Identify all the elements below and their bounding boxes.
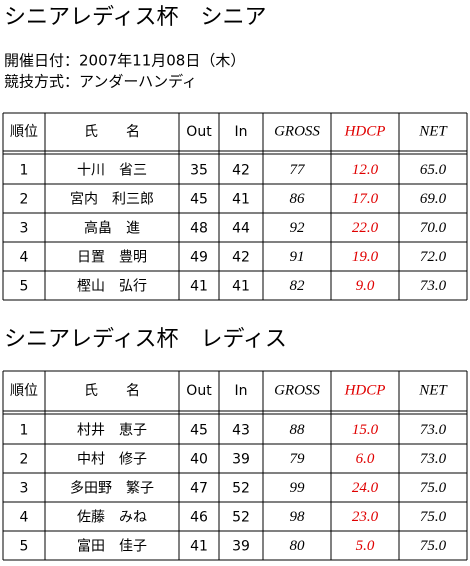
table-cell: 1 <box>20 423 29 439</box>
table-cell: 43 <box>232 423 250 439</box>
table-cell: 17.0 <box>352 191 379 207</box>
table-cell: 46 <box>190 510 208 526</box>
table-cell: 5 <box>20 539 29 555</box>
table-cell: 19.0 <box>352 249 379 265</box>
table-cell: 73.0 <box>420 451 447 467</box>
column-header: 氏 名 <box>84 124 140 140</box>
column-header: NET <box>418 382 448 398</box>
table-cell: 22.0 <box>352 220 379 236</box>
table-cell: 佐藤 みね <box>77 510 147 526</box>
column-header: NET <box>418 123 448 139</box>
table-cell: 80 <box>290 538 306 554</box>
table-cell: 77 <box>290 162 307 178</box>
table-cell: 69.0 <box>420 191 447 207</box>
table-cell: 91 <box>290 249 305 265</box>
table-cell: 村井 恵子 <box>77 423 147 439</box>
table-cell: 73.0 <box>420 422 447 438</box>
table-cell: 41 <box>232 279 250 295</box>
info-line: 競技方式：アンダーハンディ <box>4 73 197 91</box>
table-cell: 富田 佳子 <box>77 538 147 555</box>
column-header: 順位 <box>10 383 38 399</box>
table-cell: 高畠 進 <box>84 220 140 237</box>
table-cell: 41 <box>232 192 250 208</box>
table-cell: 23.0 <box>352 509 379 525</box>
table-cell: 2 <box>20 452 29 468</box>
table-cell: 宮内 利三郎 <box>70 192 154 208</box>
table-cell: 4 <box>20 250 29 266</box>
table-cell: 52 <box>232 481 250 497</box>
table-cell: 45 <box>190 423 208 439</box>
table-cell: 47 <box>190 481 208 497</box>
column-header: In <box>234 124 247 140</box>
table-cell: 86 <box>290 191 306 207</box>
table-cell: 9.0 <box>356 278 375 294</box>
table-cell: 15.0 <box>352 422 379 438</box>
table-cell: 日置 豊明 <box>77 250 147 266</box>
table-cell: 75.0 <box>420 538 447 554</box>
table-cell: 中村 修子 <box>77 452 147 468</box>
column-header: HDCP <box>344 123 386 139</box>
section-title: シニアレディス杯 レディス <box>4 327 287 352</box>
table-cell: 92 <box>290 220 306 236</box>
table-cell: 72.0 <box>420 249 447 265</box>
table-cell: 3 <box>20 481 29 497</box>
column-header: Out <box>186 124 212 140</box>
table-cell: 45 <box>190 192 208 208</box>
table-cell: 5.0 <box>356 538 375 554</box>
table-cell: 75.0 <box>420 509 447 525</box>
table-cell: 98 <box>290 509 306 525</box>
table-cell: 35 <box>190 163 208 179</box>
table-cell: 41 <box>190 279 208 295</box>
table-cell: 75.0 <box>420 480 447 496</box>
table-cell: 41 <box>190 539 208 555</box>
info-line: 開催日付：2007年11月08日（木） <box>4 52 245 70</box>
table-cell: 88 <box>290 422 306 438</box>
column-header: GROSS <box>274 123 320 139</box>
table-cell: 39 <box>232 452 250 468</box>
table-cell: 82 <box>290 278 306 294</box>
column-header: Out <box>186 383 212 399</box>
column-header: 氏 名 <box>84 383 140 399</box>
table-cell: 49 <box>190 250 208 266</box>
table-cell: 6.0 <box>356 451 375 467</box>
table-cell: 2 <box>20 192 29 208</box>
column-header: In <box>234 383 247 399</box>
table-cell: 52 <box>232 510 250 526</box>
table-cell: 4 <box>20 510 29 526</box>
table-cell: 12.0 <box>352 162 379 178</box>
table-cell: 79 <box>290 451 306 467</box>
table-cell: 1 <box>20 163 29 179</box>
table-cell: 多田野 繁子 <box>70 480 154 497</box>
table-cell: 48 <box>190 221 208 237</box>
table-cell: 99 <box>290 480 306 496</box>
table-cell: 5 <box>20 279 29 295</box>
table-cell: 65.0 <box>420 162 447 178</box>
table-cell: 42 <box>232 250 250 266</box>
table-cell: 40 <box>190 452 208 468</box>
table-cell: 73.0 <box>420 278 447 294</box>
table-cell: 39 <box>232 539 250 555</box>
table-cell: 44 <box>232 221 250 237</box>
column-header: GROSS <box>274 382 320 398</box>
table-cell: 42 <box>232 163 250 179</box>
table-cell: 70.0 <box>420 220 447 236</box>
column-header: 順位 <box>10 124 38 140</box>
section-title: シニアレディス杯 シニア <box>4 5 266 30</box>
table-cell: 十川 省三 <box>77 163 147 179</box>
table-cell: 樫山 弘行 <box>77 279 147 295</box>
column-header: HDCP <box>344 382 386 398</box>
table-cell: 24.0 <box>352 480 379 496</box>
table-cell: 3 <box>20 221 29 237</box>
